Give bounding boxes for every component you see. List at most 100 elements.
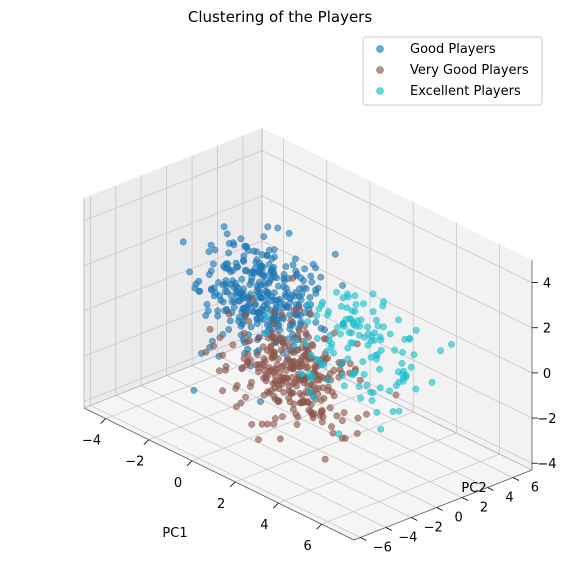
scatter-point [246, 337, 254, 345]
scatter-point [205, 248, 213, 256]
scatter-point [327, 344, 335, 351]
scatter-point [346, 315, 354, 323]
y-tick [385, 527, 392, 531]
scatter-point [330, 367, 338, 374]
scatter-point [448, 340, 455, 348]
scatter-point [207, 267, 215, 275]
scatter-point [255, 368, 262, 376]
scatter-point [252, 361, 260, 369]
scatter-point [260, 233, 268, 241]
scatter-point [271, 372, 279, 380]
scatter-point [271, 379, 279, 387]
scatter-point [306, 387, 314, 395]
scatter-point [264, 223, 272, 231]
scatter-point [221, 288, 229, 296]
scatter-point [274, 224, 282, 232]
scatter-point [270, 392, 278, 400]
scatter-point [220, 223, 228, 231]
scatter-point [242, 242, 250, 250]
scatter-point [300, 309, 308, 317]
legend-marker [376, 66, 384, 74]
scatter-point [305, 370, 313, 378]
scatter-point [377, 346, 385, 354]
z-tick-label: 2 [543, 322, 551, 337]
scatter-point [307, 272, 315, 280]
x-gridline [235, 411, 414, 483]
scatter-point [324, 376, 332, 384]
scatter-point [320, 326, 328, 334]
legend-marker [376, 87, 384, 95]
chart-title: Clustering of the Players [188, 8, 372, 26]
scatter-point [336, 360, 344, 368]
scatter-point [363, 381, 371, 389]
scatter-point [360, 371, 368, 378]
scatter-point [284, 353, 291, 361]
scatter-point [345, 328, 353, 336]
scatter-point [313, 355, 321, 363]
scatter-point [270, 289, 278, 297]
scatter-point [293, 382, 301, 390]
legend-label: Excellent Players [410, 84, 521, 99]
scatter-point [360, 333, 368, 341]
scatter-point [273, 365, 281, 373]
scatter-point [206, 325, 214, 333]
y-tick [436, 507, 443, 511]
scatter-point [376, 365, 384, 373]
scatter-point [287, 389, 295, 397]
scatter-point [305, 406, 313, 414]
scatter-point [399, 348, 406, 356]
scatter-point [257, 294, 265, 302]
scatter-point [255, 267, 263, 275]
scatter-point [216, 334, 224, 342]
scatter-point [376, 384, 384, 392]
x-tick [229, 481, 236, 488]
scatter-point [364, 323, 371, 331]
x-tick [143, 439, 150, 445]
scatter-point [395, 316, 402, 324]
z-gridline [83, 195, 263, 267]
x-tick-label: −2 [125, 455, 144, 470]
scatter-point [270, 420, 278, 428]
scatter-point [238, 275, 246, 283]
scatter-point [245, 317, 253, 325]
y-tick [512, 477, 520, 481]
scatter-point [317, 273, 325, 281]
scatter-point [319, 298, 326, 306]
scatter-point [374, 351, 381, 359]
scatter-point [369, 290, 377, 298]
scatter-point [338, 372, 346, 380]
scatter-point [215, 367, 223, 375]
z-tick-label: 4 [543, 277, 551, 292]
scatter-point [289, 365, 297, 373]
y-tick-label: −4 [398, 531, 417, 546]
scatter-point [293, 421, 301, 428]
scatter-point [289, 261, 297, 269]
z-gridline [261, 240, 533, 374]
scatter-point [223, 230, 231, 238]
legend-label: Good Players [410, 42, 496, 57]
scatter-point [302, 364, 310, 372]
scatter-point [314, 376, 322, 384]
y-tick [487, 487, 494, 491]
scatter-point [222, 366, 229, 374]
scatter-point [257, 398, 264, 406]
scatter-point [242, 311, 250, 318]
scatter-point [265, 260, 273, 268]
legend-entry: Very Good Players [376, 63, 529, 78]
scatter-point [219, 387, 227, 395]
scatter-point [333, 412, 341, 420]
scatter-point [373, 408, 381, 416]
scatter-point [282, 284, 290, 292]
scatter-point [315, 305, 323, 313]
scatter-point [296, 306, 304, 313]
scatter-point [291, 336, 299, 344]
scatter-point [368, 397, 376, 404]
scatter-point [376, 333, 384, 341]
legend: Good Players Very Good Players Excellent P… [362, 36, 543, 106]
scatter-point [278, 311, 286, 319]
scatter-point [356, 376, 364, 384]
scatter-point [328, 423, 335, 431]
z-tick-label: 0 [543, 367, 551, 382]
scatter-point [258, 420, 266, 428]
scatter-point [229, 277, 237, 285]
